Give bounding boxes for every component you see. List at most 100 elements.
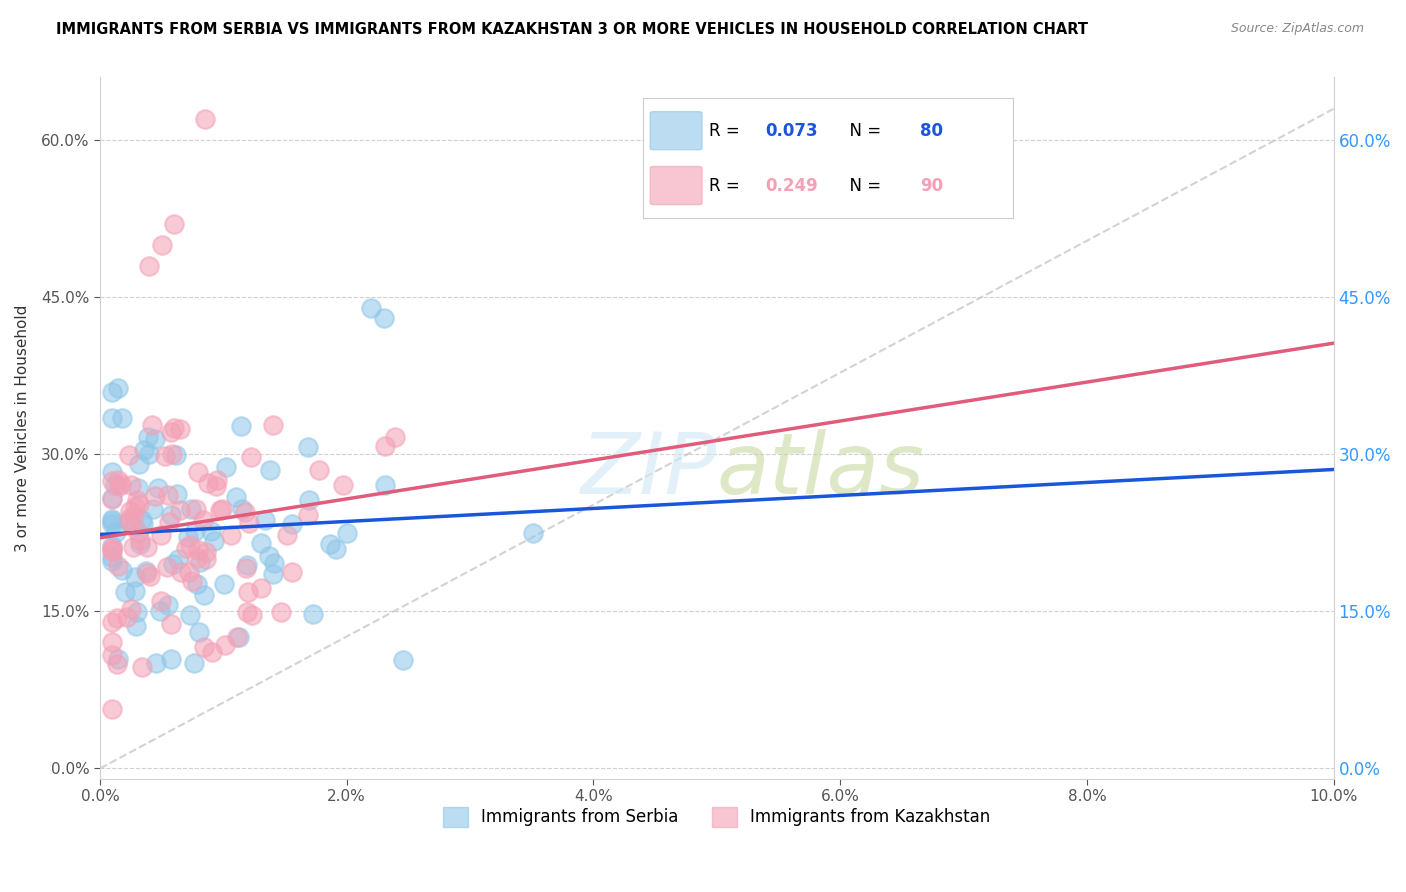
Point (270, 606, 292, 620)
Point (177, 529, 200, 543)
Point (391, 653, 413, 667)
Point (107, 657, 129, 671)
Point (236, 605, 259, 619)
Point (186, 551, 208, 566)
Point (107, 381, 129, 395)
Point (136, 566, 159, 580)
Point (207, 474, 229, 488)
Point (127, 481, 149, 495)
Point (122, 508, 145, 522)
Point (240, 608, 263, 623)
Y-axis label: 3 or more Vehicles in Household: 3 or more Vehicles in Household (15, 304, 30, 552)
Point (125, 619, 148, 633)
Point (332, 478, 354, 492)
Point (250, 536, 273, 550)
Point (163, 217, 186, 231)
Point (136, 540, 159, 554)
Point (187, 465, 209, 479)
Point (132, 516, 155, 531)
Point (181, 574, 204, 588)
Point (160, 447, 183, 461)
Point (132, 443, 155, 458)
Point (235, 561, 257, 575)
Point (211, 502, 233, 516)
Point (202, 534, 225, 549)
Point (233, 505, 256, 519)
Point (124, 570, 146, 584)
Point (101, 491, 124, 506)
Point (384, 430, 406, 444)
Point (143, 489, 166, 503)
Point (125, 492, 148, 507)
Point (108, 479, 131, 493)
Point (120, 504, 142, 518)
Point (262, 417, 284, 432)
Point (101, 549, 124, 564)
Point (226, 630, 249, 644)
Point (238, 516, 260, 531)
Point (231, 502, 253, 516)
Text: IMMIGRANTS FROM SERBIA VS IMMIGRANTS FROM KAZAKHSTAN 3 OR MORE VEHICLES IN HOUSE: IMMIGRANTS FROM SERBIA VS IMMIGRANTS FRO… (56, 22, 1088, 37)
Point (104, 478, 127, 492)
Point (219, 527, 242, 541)
Text: ZIP: ZIP (581, 429, 717, 512)
Point (163, 421, 186, 435)
Point (325, 541, 347, 556)
Point (138, 259, 160, 273)
Point (128, 533, 150, 548)
Point (117, 515, 139, 529)
Point (101, 544, 124, 558)
Point (193, 640, 215, 655)
Point (165, 448, 187, 462)
Point (101, 615, 124, 630)
Point (145, 432, 167, 446)
Point (124, 500, 146, 514)
Point (184, 524, 207, 538)
Point (263, 556, 285, 570)
Point (374, 439, 396, 453)
Point (212, 576, 235, 591)
Point (135, 564, 157, 578)
Point (360, 301, 382, 315)
Point (228, 630, 250, 644)
Point (298, 492, 321, 507)
Point (138, 447, 160, 461)
Point (225, 490, 247, 504)
Point (159, 616, 181, 631)
Point (201, 645, 224, 659)
Point (276, 528, 298, 542)
Legend: Immigrants from Serbia, Immigrants from Kazakhstan: Immigrants from Serbia, Immigrants from … (436, 800, 997, 834)
Point (149, 594, 172, 608)
Point (101, 512, 124, 526)
Point (105, 524, 128, 539)
Point (101, 492, 124, 507)
Point (111, 410, 134, 425)
Point (259, 463, 281, 477)
Point (194, 551, 217, 566)
Point (128, 537, 150, 551)
Point (205, 479, 228, 493)
Point (146, 481, 169, 495)
Point (101, 648, 124, 663)
Point (308, 463, 330, 477)
Point (187, 542, 209, 557)
Point (174, 541, 197, 556)
Point (128, 497, 150, 511)
Text: Source: ZipAtlas.com: Source: ZipAtlas.com (1230, 22, 1364, 36)
Point (215, 459, 238, 474)
Point (297, 441, 319, 455)
Point (235, 558, 257, 573)
Point (115, 610, 138, 624)
Point (120, 602, 142, 616)
Point (197, 475, 219, 490)
Point (101, 541, 124, 555)
Point (150, 238, 173, 252)
Point (101, 474, 124, 488)
Point (160, 425, 183, 439)
Point (179, 608, 201, 623)
Point (184, 502, 207, 516)
Point (141, 417, 163, 432)
Point (177, 566, 200, 580)
Point (157, 516, 180, 530)
Point (183, 656, 205, 670)
